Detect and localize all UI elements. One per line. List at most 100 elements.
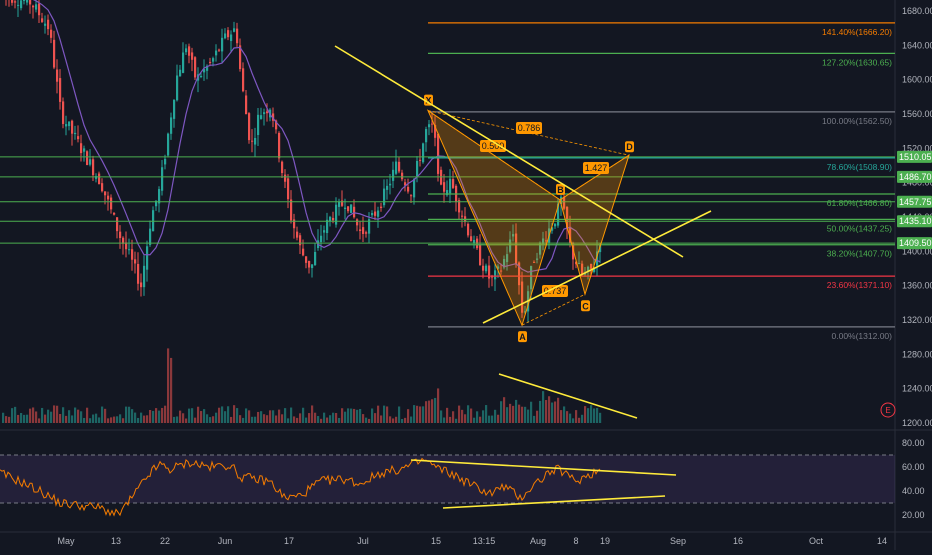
rsi-band-fill — [0, 455, 895, 503]
volume-bar — [368, 418, 371, 423]
volume-bar — [434, 397, 437, 423]
candle — [242, 68, 245, 92]
candle — [278, 132, 281, 159]
candle — [173, 99, 176, 119]
volume-bar — [326, 417, 329, 423]
fib-level-label: 100.00%(1562.50) — [822, 116, 892, 126]
candle — [149, 228, 152, 245]
volume-bar — [413, 405, 416, 423]
pattern-ratio-badge — [583, 162, 609, 174]
candle — [251, 140, 254, 142]
candle — [113, 212, 116, 215]
candle — [401, 172, 404, 180]
fib-level-label: 127.20%(1630.65) — [822, 57, 892, 67]
volume-bar — [479, 416, 482, 423]
candle — [458, 200, 461, 213]
volume-bar — [410, 416, 413, 423]
volume-bar — [569, 413, 572, 423]
volume-bar — [86, 407, 89, 423]
candle — [524, 311, 527, 313]
candle — [323, 230, 326, 233]
volume-bar — [2, 412, 5, 423]
candle — [11, 0, 14, 3]
pattern-triangle-xab — [426, 109, 561, 327]
volume-bar — [77, 409, 80, 423]
pattern-point-badge — [625, 141, 634, 153]
candle — [260, 115, 263, 119]
volume-bar — [518, 404, 521, 423]
volume-bar — [83, 417, 86, 423]
volume-bar — [416, 405, 419, 423]
candle — [140, 282, 143, 288]
candle — [512, 234, 515, 237]
volume-bar — [239, 415, 242, 423]
candle — [566, 206, 569, 229]
candle — [488, 265, 491, 279]
candle — [338, 201, 341, 207]
volume-bar — [137, 417, 140, 423]
candle — [233, 28, 236, 32]
volume-bar — [203, 409, 206, 423]
date-tick-label: Jun — [218, 536, 233, 546]
fib-level-label: 50.00%(1437.25) — [827, 223, 892, 233]
pattern-ratio-badge — [516, 122, 542, 134]
volume-bar — [524, 406, 527, 423]
volume-bar — [17, 414, 20, 423]
candle — [497, 266, 500, 269]
volume-bar — [209, 417, 212, 423]
candle — [470, 236, 473, 242]
candle — [500, 270, 503, 272]
volume-bar — [263, 414, 266, 423]
candle — [254, 137, 257, 145]
pattern-point-badge — [424, 94, 433, 106]
volume-bar — [158, 410, 161, 423]
volume-bar — [68, 410, 71, 423]
level-price-label: 1510.05 — [899, 152, 932, 162]
candle — [389, 183, 392, 186]
candle — [539, 242, 542, 255]
volume-bar — [302, 407, 305, 423]
volume-bar — [377, 405, 380, 423]
volume-bar — [455, 418, 458, 423]
volume-bar — [440, 410, 443, 423]
candle — [536, 258, 539, 260]
level-price-label: 1435.10 — [899, 216, 932, 226]
volume-bar — [398, 406, 401, 423]
volume-bar — [404, 417, 407, 423]
pattern-ratio-label: 0.500 — [482, 141, 505, 151]
candle — [563, 196, 566, 209]
candle — [395, 161, 398, 174]
pattern-ratio-label: 0.786 — [518, 123, 541, 133]
volume-bar — [32, 407, 35, 423]
volume-bar — [560, 410, 563, 423]
candle — [350, 204, 353, 213]
candle — [341, 200, 344, 206]
date-tick-label: May — [57, 536, 75, 546]
candle — [581, 263, 584, 275]
candle — [26, 0, 29, 3]
volume-bar — [206, 414, 209, 423]
volume-bar — [554, 401, 557, 423]
candle — [461, 215, 464, 217]
candle — [560, 196, 563, 205]
volume-bar — [317, 416, 320, 423]
candle — [185, 48, 188, 53]
volume-bar — [590, 405, 593, 423]
candle — [104, 191, 107, 196]
volume-bar — [140, 412, 143, 423]
volume-bar — [497, 414, 500, 423]
volume-bar — [44, 414, 47, 423]
price-tick-label: 1640.00 — [902, 40, 932, 50]
date-tick-label: Oct — [809, 536, 824, 546]
fib-level-label: 0.00%(1312.00) — [832, 331, 893, 341]
candle — [377, 210, 380, 217]
volume-bar — [335, 412, 338, 423]
candle — [92, 159, 95, 176]
volume-bar — [407, 409, 410, 423]
candle — [56, 69, 59, 82]
candle — [14, 1, 17, 3]
candle — [239, 45, 242, 70]
volume-bar — [596, 407, 599, 423]
